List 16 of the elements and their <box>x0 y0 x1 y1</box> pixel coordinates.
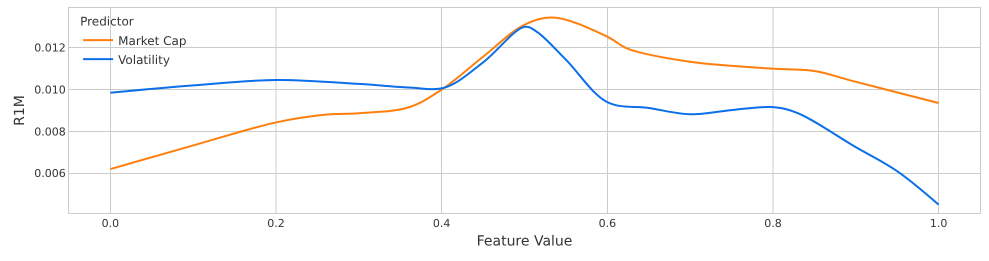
x-tick-label: 0.4 <box>432 217 450 230</box>
x-tick-label: 0.0 <box>102 217 120 230</box>
y-tick-label: 0.006 <box>34 167 66 180</box>
y-tick-label: 0.008 <box>34 125 66 138</box>
legend-title: Predictor <box>80 14 134 29</box>
x-axis-title: Feature Value <box>476 234 572 250</box>
x-tick-label: 1.0 <box>930 217 948 230</box>
x-tick-label: 0.2 <box>267 217 285 230</box>
y-axis-title: R1M <box>12 95 28 126</box>
legend-label: Market Cap <box>118 34 187 48</box>
legend-label: Volatility <box>118 52 170 67</box>
x-tick-label: 0.8 <box>764 217 782 230</box>
y-tick-label: 0.012 <box>34 42 66 55</box>
x-tick-label: 0.6 <box>598 217 616 230</box>
y-tick-label: 0.010 <box>34 83 66 96</box>
line-series <box>109 26 940 206</box>
